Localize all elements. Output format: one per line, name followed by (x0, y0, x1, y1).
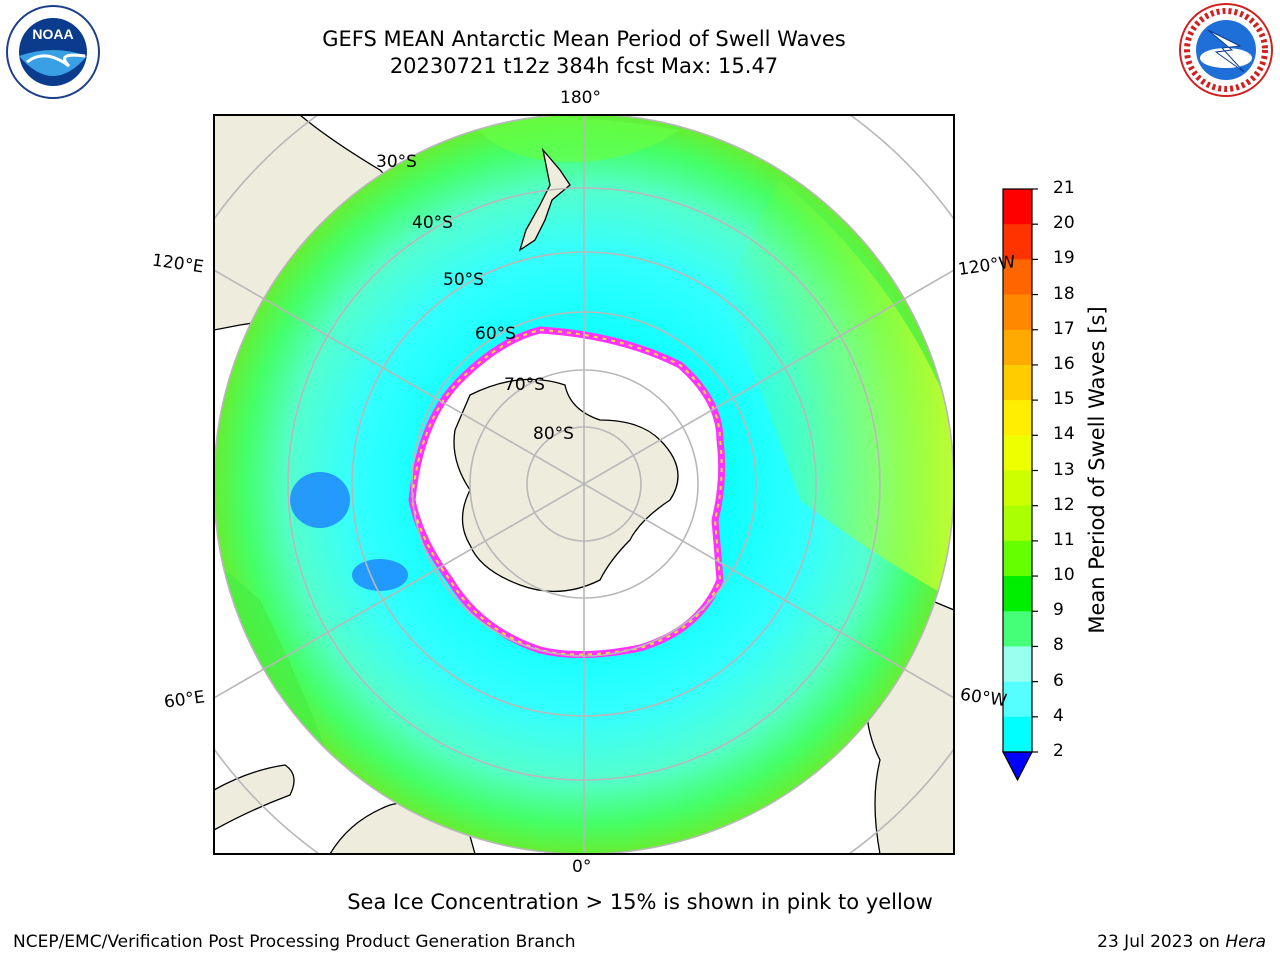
colorbar-segment (1003, 470, 1032, 507)
colorbar-tick-label: 8 (1053, 635, 1064, 656)
colorbar-tick-label: 2 (1053, 741, 1064, 761)
date-host: 23 Jul 2023 on Hera (1097, 932, 1266, 952)
colorbar-segment (1003, 329, 1032, 366)
colorbar-tick-label: 20 (1053, 213, 1075, 234)
colorbar-tick-label: 12 (1053, 494, 1075, 515)
colorbar-tick-label: 11 (1053, 529, 1075, 550)
lat-label-80s: 80°S (533, 424, 574, 444)
colorbar-tick-label: 14 (1053, 424, 1075, 445)
lon-label-0: 0° (572, 857, 592, 877)
antarctica (453, 378, 679, 593)
map-frame (213, 114, 955, 855)
colorbar-segment (1003, 576, 1032, 612)
lat-label-70s: 70°S (504, 375, 545, 395)
colorbar-tick-label: 16 (1053, 353, 1075, 374)
lat-label-40s: 40°S (412, 213, 453, 233)
colorbar-extend-triangle (1002, 751, 1033, 782)
colorbar-tick-label: 9 (1053, 600, 1064, 621)
colorbar-tick-label: 18 (1053, 283, 1075, 304)
low-period-patch (290, 472, 350, 528)
credit-text: NCEP/EMC/Verification Post Processing Pr… (13, 932, 576, 952)
lat-label-60s: 60°S (475, 324, 516, 344)
colorbar-segment (1003, 716, 1032, 753)
colorbar-segment (1003, 681, 1032, 718)
colorbar-segment (1003, 611, 1032, 647)
colorbar-tick-label: 15 (1053, 389, 1075, 410)
colorbar-label: Mean Period of Swell Waves [s] (1085, 306, 1109, 634)
lat-label-30s: 30°S (376, 152, 417, 172)
colorbar-segment (1003, 540, 1032, 577)
chart-title: GEFS MEAN Antarctic Mean Period of Swell… (322, 27, 846, 51)
colorbar-tick-label: 19 (1053, 248, 1075, 269)
colorbar-segment (1003, 364, 1032, 401)
colorbar-tick-label: 10 (1053, 565, 1075, 586)
colorbar-segment (1003, 435, 1032, 471)
sea-ice-note: Sea Ice Concentration > 15% is shown in … (347, 890, 933, 914)
date-text: 23 Jul 2023 on (1097, 932, 1220, 952)
noaa-logo-text: NOAA (32, 26, 73, 42)
chart-subtitle: 20230721 t12z 384h fcst Max: 15.47 (389, 54, 779, 78)
colorbar-segment (1003, 646, 1032, 683)
host-text: Hera (1225, 932, 1266, 952)
nws-logo (1179, 3, 1273, 97)
colorbar-tick-label: 4 (1053, 705, 1064, 726)
colorbar-segment (1003, 505, 1032, 542)
lat-label-50s: 50°S (443, 270, 484, 290)
colorbar (1002, 188, 1038, 782)
colorbar-segment (1003, 294, 1032, 331)
new-zealand (518, 147, 571, 252)
noaa-logo: NOAA (6, 5, 100, 99)
colorbar-tick-label: 6 (1053, 670, 1064, 691)
colorbar-segment (1003, 259, 1032, 296)
colorbar-tick-label: 13 (1053, 459, 1075, 480)
lon-label-180: 180° (560, 88, 601, 108)
colorbar-segment (1003, 400, 1032, 436)
colorbar-segment (1003, 189, 1032, 225)
colorbar-tick-label: 21 (1053, 178, 1075, 198)
colorbar-segment (1003, 224, 1032, 260)
graticule (214, 115, 954, 854)
colorbar-tick-label: 17 (1053, 318, 1075, 339)
